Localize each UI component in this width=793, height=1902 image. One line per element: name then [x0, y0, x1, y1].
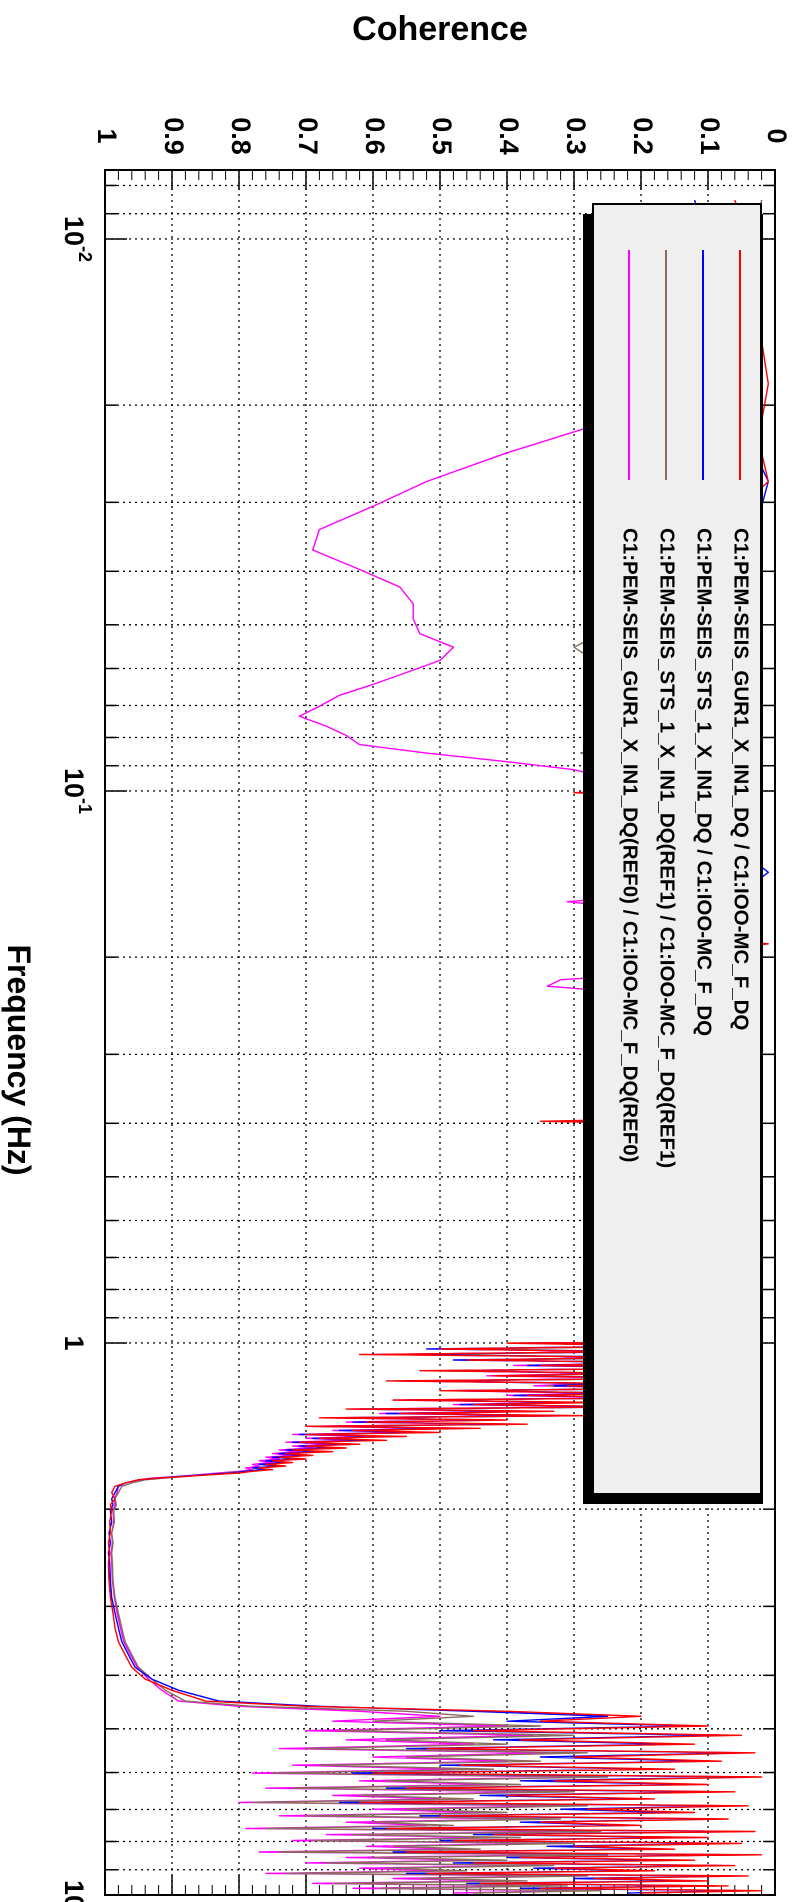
- coherence-tick-label: 0.2: [628, 117, 658, 155]
- coherence-tick-label: 0: [762, 128, 792, 143]
- frequency-tick-exponent: -1: [75, 798, 95, 814]
- coherence-tick-label: 0.1: [695, 117, 725, 155]
- legend: C1:PEM-SEIS_GUR1_X_IN1_DQ / C1:IOO-MC_F_…: [583, 203, 763, 1504]
- legend-box: [592, 203, 762, 1495]
- frequency-tick-base: 10: [59, 1880, 89, 1902]
- frequency-tick-base: 1: [59, 1335, 89, 1350]
- frequency-tick-label: 1: [59, 1335, 89, 1350]
- frequency-tick-base: 10: [59, 768, 89, 798]
- frequency-tick-base: 10: [59, 216, 89, 246]
- frequency-tick-exponent: -2: [75, 246, 95, 262]
- coherence-tick-label: 0.3: [561, 117, 591, 155]
- coherence-tick-label: 0.8: [226, 117, 256, 155]
- coherence-tick-label: 0.9: [159, 117, 189, 155]
- coherence-tick-label: 0.4: [494, 117, 524, 155]
- coherence-tick-label: 0.5: [427, 117, 457, 155]
- frequency-tick-label: 10: [59, 1880, 89, 1902]
- legend-label: C1:PEM-SEIS_GUR1_X_IN1_DQ(REF0) / C1:IOO…: [619, 528, 642, 1162]
- coherence-tick-labels: 0 0.1 0.2 0.3 0.4 0.5 0.6 0.7 0.8 0.9 1: [92, 117, 792, 155]
- legend-label: C1:PEM-SEIS_STS_1_X_IN1_DQ(REF1) / C1:IO…: [656, 528, 679, 1168]
- legend-label: C1:PEM-SEIS_STS_1_X_IN1_DQ / C1:IOO-MC_F…: [693, 528, 716, 1036]
- coherence-tick-label: 1: [92, 128, 122, 143]
- y-axis-title: Coherence: [352, 10, 528, 48]
- legend-label: C1:PEM-SEIS_GUR1_X_IN1_DQ / C1:IOO-MC_F_…: [730, 528, 753, 1030]
- coherence-tick-label: 0.6: [360, 117, 390, 155]
- frequency-tick-label: 10-2: [59, 216, 95, 262]
- coherence-tick-label: 0.7: [293, 117, 323, 155]
- plot-frame: [104, 169, 776, 1896]
- x-axis-title: Frequency (Hz): [1, 944, 37, 1175]
- frequency-tick-label: 10-1: [59, 768, 95, 814]
